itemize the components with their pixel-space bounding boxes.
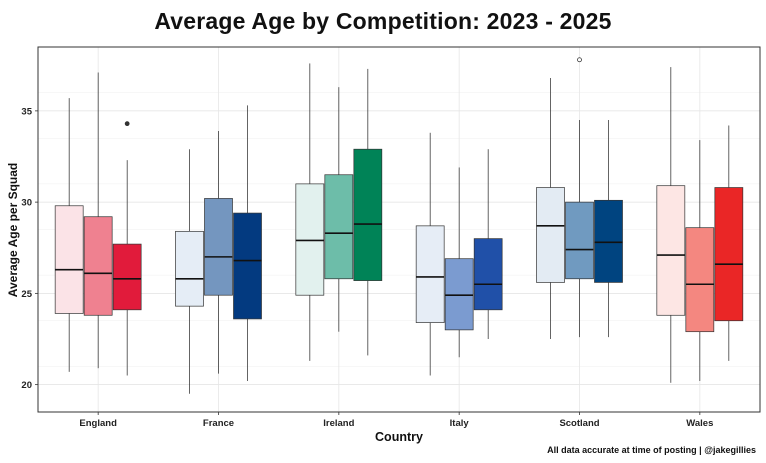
box-body <box>83 216 113 316</box>
box-body <box>473 238 503 311</box>
chart-title: Average Age by Competition: 2023 - 2025 <box>154 8 612 34</box>
box-body <box>54 205 84 314</box>
x-axis-title: Country <box>375 430 423 444</box>
box-wales-1 <box>656 67 686 383</box>
x-tick-label-france: France <box>203 418 234 429</box>
box-france-1 <box>175 149 204 394</box>
box-england-3 <box>112 121 142 376</box>
x-tick-label-ireland: Ireland <box>323 418 354 429</box>
box-scotland-1 <box>536 78 565 339</box>
box-scotland-3 <box>594 120 623 338</box>
box-layer <box>54 57 744 394</box>
box-italy-1 <box>415 132 445 376</box>
box-ireland-2 <box>324 87 354 332</box>
axis-layer: 20 25 30 35 England France Ireland Italy Scotlan… <box>21 46 761 429</box>
outlier-point <box>124 121 130 127</box>
box-france-3 <box>233 105 262 381</box>
box-body <box>565 201 594 280</box>
box-body <box>295 183 325 296</box>
y-tick-label: 25 <box>21 289 32 300</box>
box-body <box>714 187 744 322</box>
box-body <box>415 225 445 323</box>
x-tick-label-scotland: Scotland <box>559 418 599 429</box>
x-tick-label-england: England <box>79 418 117 429</box>
box-body <box>536 187 565 283</box>
box-body <box>175 230 204 307</box>
caption: All data accurate at time of posting | @… <box>547 445 756 455</box>
y-tick-label: 20 <box>21 380 32 391</box>
box-italy-3 <box>473 149 503 339</box>
box-scotland-2 <box>565 57 594 338</box>
box-england-2 <box>83 72 113 369</box>
box-ireland-3 <box>353 68 383 356</box>
box-france-2 <box>204 130 233 374</box>
box-body <box>353 148 383 281</box>
box-body <box>204 198 233 296</box>
box-italy-2 <box>444 167 474 358</box>
x-tick-label-wales: Wales <box>686 418 713 429</box>
box-body <box>444 258 474 331</box>
box-body <box>233 212 262 320</box>
box-wales-2 <box>685 140 715 381</box>
grid-layer <box>38 46 760 413</box>
x-tick-label-italy: Italy <box>450 418 470 429</box>
box-body <box>656 185 686 316</box>
y-tick-label: 30 <box>21 198 32 209</box>
box-body <box>112 243 142 311</box>
y-tick-label: 35 <box>21 106 32 117</box>
panel-border <box>37 46 761 413</box>
box-body <box>685 227 715 333</box>
outlier-point <box>577 57 582 63</box>
box-body <box>594 199 623 283</box>
box-wales-3 <box>714 125 744 361</box>
box-body <box>324 174 354 280</box>
box-england-1 <box>54 98 84 372</box>
y-axis-title: Average Age per Squad <box>6 163 20 297</box>
box-ireland-1 <box>295 63 325 361</box>
